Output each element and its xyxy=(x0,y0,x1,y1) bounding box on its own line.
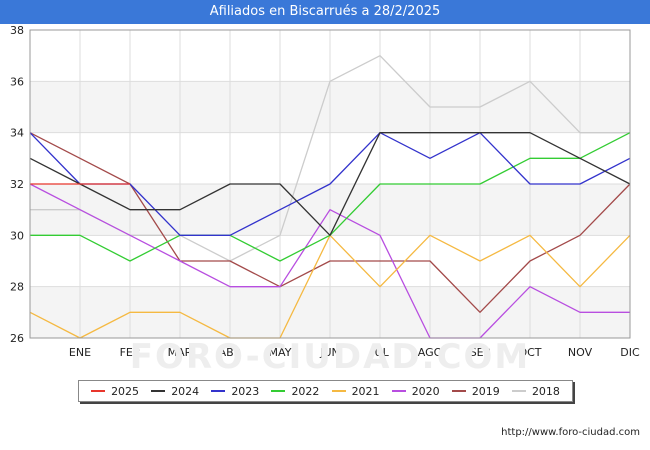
y-tick-label: 26 xyxy=(10,332,24,345)
series-line-2024 xyxy=(29,132,631,236)
y-tick-label: 32 xyxy=(10,178,24,191)
x-tick-label: MAY xyxy=(269,346,292,359)
x-tick-label: FEB xyxy=(120,346,141,359)
legend-item-2021: 2021 xyxy=(331,384,380,398)
legend-label: 2021 xyxy=(351,384,380,398)
legend-item-2025: 2025 xyxy=(91,385,139,398)
legend-swatch xyxy=(331,390,346,392)
x-tick-label: MAR xyxy=(168,346,193,359)
x-tick-label: ENE xyxy=(69,346,91,359)
x-tick-label: JUN xyxy=(319,346,340,359)
x-tick-label: SEP xyxy=(470,346,491,359)
legend-swatch xyxy=(151,390,166,392)
legend-item-2018: 2018 xyxy=(511,384,560,398)
x-tick-label: DIC xyxy=(620,346,640,359)
y-tick-label: 38 xyxy=(10,24,24,37)
legend-swatch xyxy=(211,390,226,392)
x-tick-label: AGO xyxy=(418,346,443,359)
y-tick-label: 30 xyxy=(10,229,24,242)
legend-item-2024: 2024 xyxy=(151,385,199,398)
x-tick-label: NOV xyxy=(568,346,593,359)
legend-label: 2018 xyxy=(531,384,560,398)
legend-swatch xyxy=(91,390,106,392)
y-tick-label: 34 xyxy=(10,127,24,140)
legend-label: 2023 xyxy=(231,384,260,398)
x-tick-label: ABR xyxy=(219,346,242,359)
legend-swatch xyxy=(511,390,526,392)
legend-label: 2025 xyxy=(111,384,140,398)
legend-item-2023: 2023 xyxy=(211,385,259,398)
legend-label: 2020 xyxy=(411,384,440,398)
chart-title: Afiliados en Biscarrués a 28/2/2025 xyxy=(0,0,650,24)
series-line-2020 xyxy=(29,183,630,339)
watermark: FORO-CIUDAD.COM xyxy=(130,337,531,377)
y-tick-label: 36 xyxy=(10,75,24,88)
x-tick-label: JUL xyxy=(370,346,389,359)
y-tick-label: 28 xyxy=(10,281,24,294)
legend-label: 2022 xyxy=(291,384,320,398)
plot-border xyxy=(29,29,631,339)
legend: 2025 2024 2023 2022 2021 2020 2019 2018 xyxy=(78,380,573,402)
legend-item-2022: 2022 xyxy=(271,385,319,398)
source-url: http://www.foro-ciudad.com xyxy=(501,427,640,438)
x-tick-label: OCT xyxy=(518,346,541,359)
legend-label: 2019 xyxy=(471,384,500,398)
legend-swatch xyxy=(451,390,466,392)
legend-item-2020: 2020 xyxy=(391,384,440,398)
legend-swatch xyxy=(271,390,286,392)
legend-item-2019: 2019 xyxy=(451,384,500,398)
legend-label: 2024 xyxy=(171,384,200,398)
legend-swatch xyxy=(391,390,406,392)
